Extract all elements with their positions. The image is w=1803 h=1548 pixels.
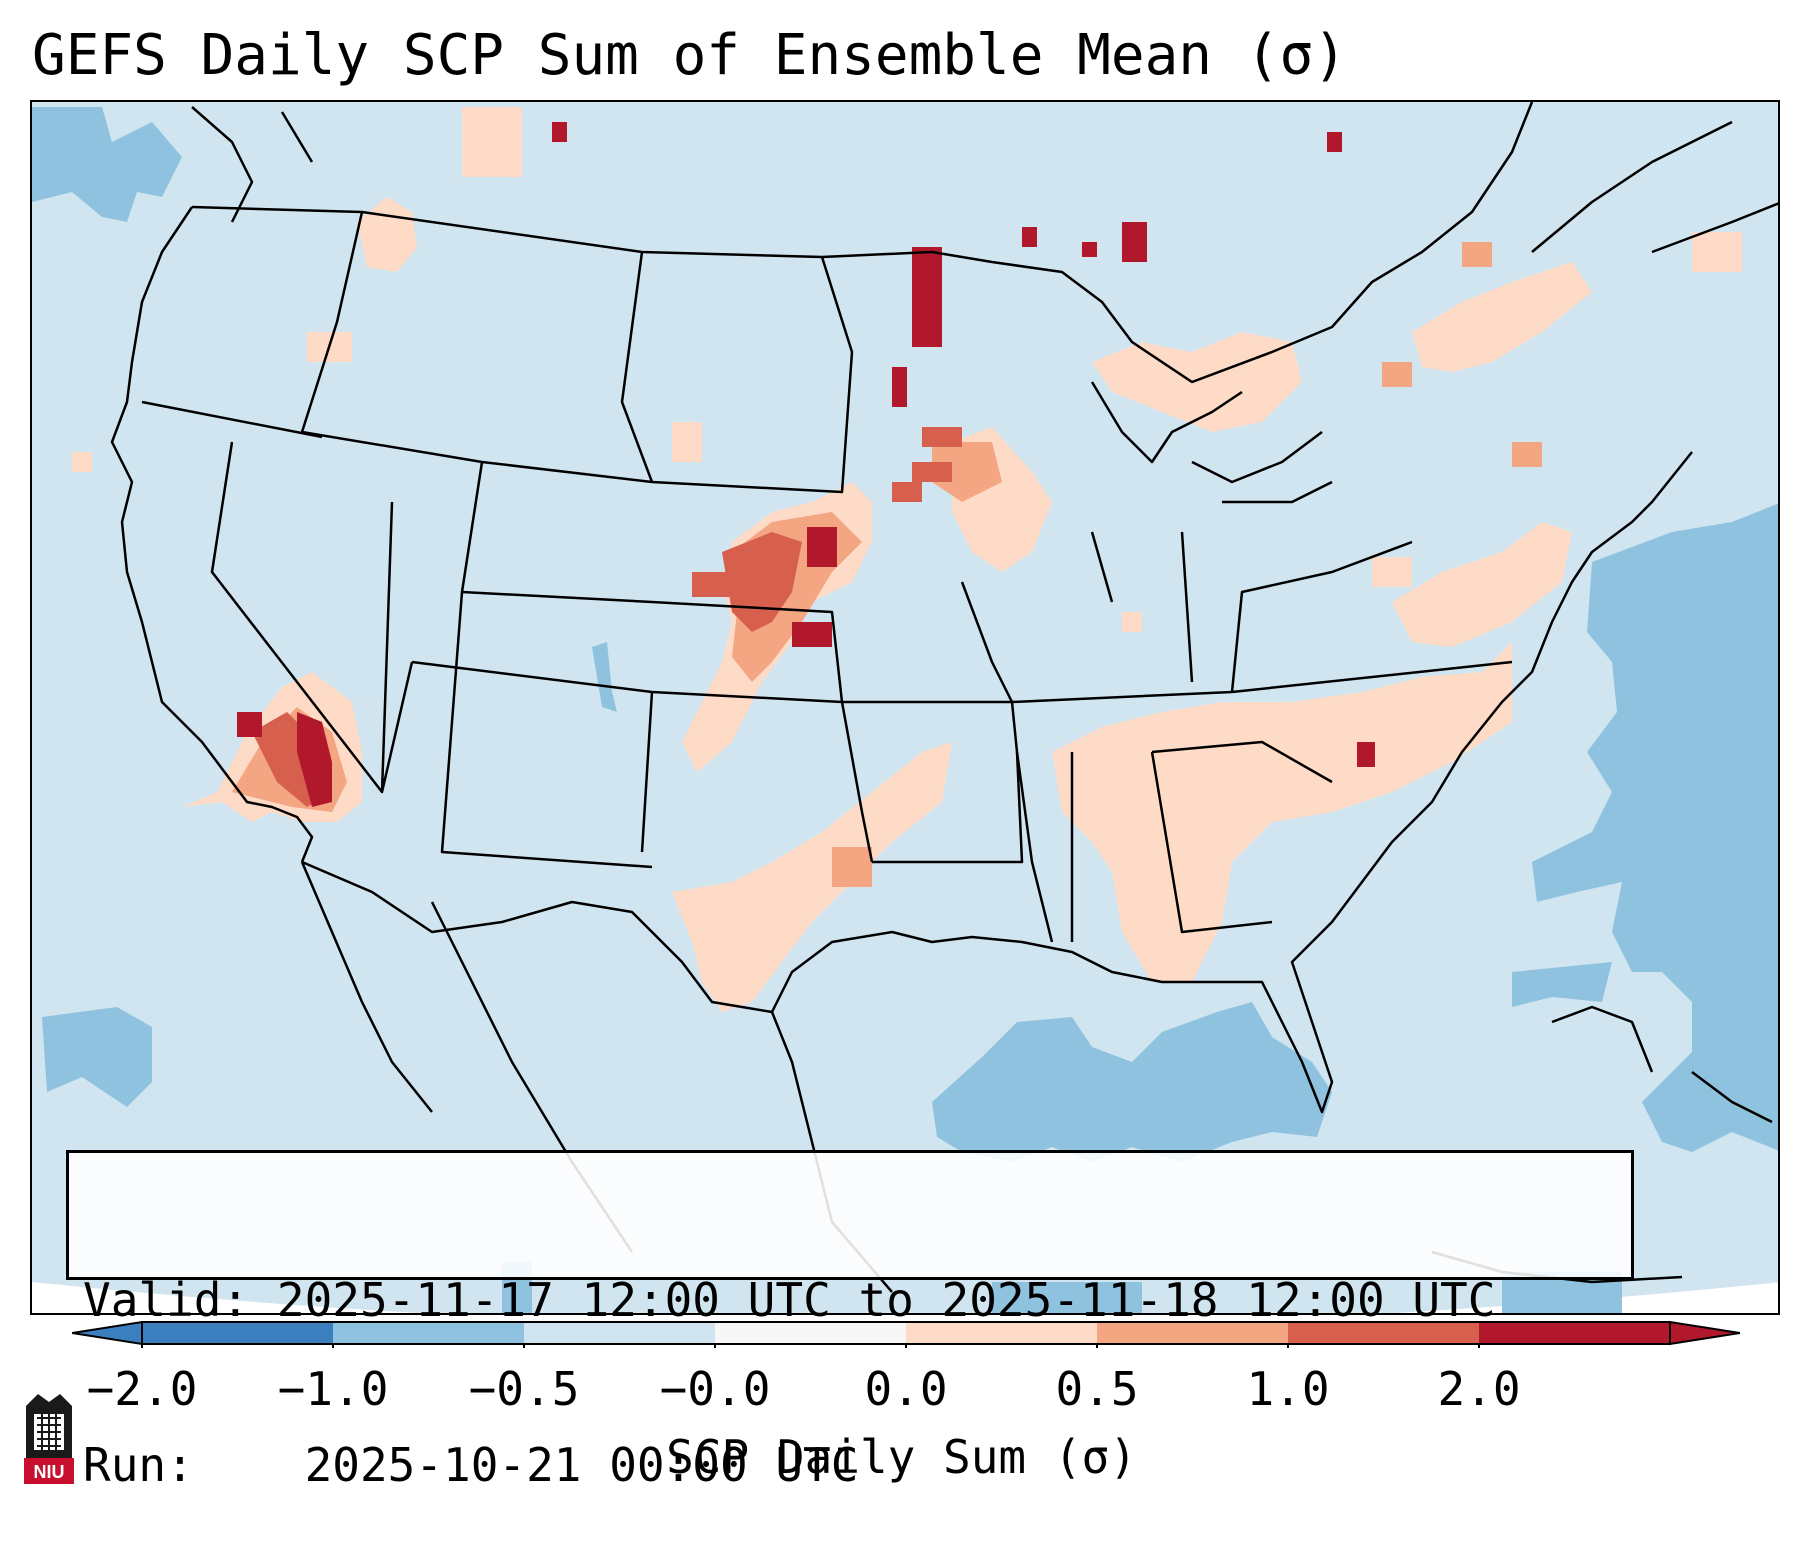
valid-run-info-box: Valid: 2025-11-17 12:00 UTC to 2025-11-1… <box>66 1150 1634 1492</box>
canada-east-coastline <box>1531 120 1778 254</box>
extreme-region-socal <box>297 712 332 807</box>
colorbar <box>72 1318 1740 1348</box>
colorbar-segment <box>1097 1322 1289 1344</box>
strong-cell <box>892 482 922 502</box>
valid-label: Valid: <box>83 1273 250 1327</box>
eastern-state-lines <box>960 531 1413 943</box>
positive-cell <box>1372 557 1412 587</box>
southern-and-east-coastline <box>301 451 1693 1114</box>
negative-region-atlantic <box>1532 503 1778 1152</box>
negative-cell <box>42 157 67 177</box>
positive-cell <box>1692 232 1742 272</box>
positive-cell <box>1122 612 1142 632</box>
extreme-cell <box>1082 242 1097 257</box>
map-panel[interactable] <box>30 100 1780 1315</box>
extreme-cell <box>807 527 837 567</box>
plains-state-lines <box>440 251 1024 869</box>
colorbar-tick-label: 2.0 <box>1437 1362 1521 1416</box>
bahamas-islands <box>1551 1005 1773 1124</box>
colorbar-segment <box>1288 1322 1480 1344</box>
extreme-cell <box>1327 132 1342 152</box>
extreme-cell <box>912 247 942 347</box>
positive-region-northeast <box>1412 262 1592 372</box>
colorbar-tick-label: −2.0 <box>86 1362 198 1416</box>
positive-region-midatlantic <box>1392 522 1572 647</box>
colorbar-tick-label: 0.5 <box>1055 1362 1139 1416</box>
moderate-cell <box>832 847 872 887</box>
extreme-cell <box>892 367 907 407</box>
northern-border <box>191 102 1534 384</box>
negative-region-gulf <box>932 1002 1332 1162</box>
run-value: 2025-10-21 00:00 UTC <box>304 1438 859 1492</box>
northern-state-lines <box>300 211 854 494</box>
strong-cell <box>692 572 752 597</box>
negative-cell <box>992 1282 1142 1313</box>
colorbar-tick-label: −1.0 <box>277 1362 389 1416</box>
positive-region-southeast <box>1052 642 1512 982</box>
extreme-cell <box>792 622 832 647</box>
colorbar-segment <box>1479 1322 1671 1344</box>
positive-cell <box>672 422 702 462</box>
map-svg <box>32 102 1778 1313</box>
moderate-cell <box>1382 362 1412 387</box>
colorbar-tick-label: −0.0 <box>659 1362 771 1416</box>
positive-region-great-lakes <box>1092 332 1302 432</box>
run-line: Run: 2025-10-21 00:00 UTC <box>83 1438 1617 1493</box>
negative-region-northwest <box>32 107 182 222</box>
central-state-lines <box>141 400 1513 794</box>
niu-tower-icon: NIU <box>24 1394 74 1484</box>
positive-region-pnw <box>357 197 417 272</box>
colorbar-segment <box>333 1322 525 1344</box>
colorbar-label: SCP Daily Sum (σ) <box>666 1430 1137 1484</box>
colorbar-tick-label: 0.0 <box>864 1362 948 1416</box>
negative-region-atlantic-south <box>1512 962 1612 1007</box>
colorbar-extend-low <box>72 1320 143 1346</box>
extreme-cell <box>237 712 262 737</box>
canada-west-coastline <box>191 106 314 223</box>
slight-positive-regions <box>72 107 1742 1012</box>
extreme-positive-regions <box>237 122 1375 807</box>
positive-cell <box>462 107 522 177</box>
colorbar-extend-high <box>1669 1320 1740 1346</box>
boundaries <box>110 102 1778 1293</box>
colorbar-segment <box>715 1322 907 1344</box>
negative-region-pacific <box>42 1007 152 1107</box>
colorbar-tick-label: 1.0 <box>1246 1362 1330 1416</box>
colorbar-segment <box>524 1322 716 1344</box>
strong-cell <box>912 462 952 482</box>
colorbar-svg <box>72 1320 1740 1348</box>
valid-value: 2025-11-17 12:00 UTC to 2025-11-18 12:00… <box>276 1273 1496 1327</box>
logo-text: NIU <box>34 1462 65 1482</box>
colorbar-segment <box>142 1322 334 1344</box>
positive-cell <box>72 452 92 472</box>
run-label: Run: <box>83 1438 194 1492</box>
negative-region-colorado <box>592 642 617 712</box>
niu-logo: NIU <box>20 1392 78 1488</box>
extreme-cell <box>1022 227 1037 247</box>
extreme-cell <box>1357 742 1375 767</box>
valid-line: Valid: 2025-11-17 12:00 UTC to 2025-11-1… <box>83 1273 1617 1328</box>
moderate-region-iowa <box>932 442 1002 502</box>
great-lakes-outlines <box>1090 381 1333 504</box>
colorbar-segment <box>906 1322 1098 1344</box>
strong-cell <box>922 427 962 447</box>
colorbar-tick-label: −0.5 <box>468 1362 580 1416</box>
extreme-cell <box>1122 222 1147 262</box>
base-anomaly-field <box>32 102 1778 1313</box>
map-title: GEFS Daily SCP Sum of Ensemble Mean (σ) <box>32 23 1347 88</box>
moderate-cell <box>1512 442 1542 467</box>
pacific-coastline <box>110 206 314 863</box>
extreme-cell <box>552 122 567 142</box>
positive-region-southern-plains <box>672 742 952 1012</box>
moderate-cell <box>1462 242 1492 267</box>
